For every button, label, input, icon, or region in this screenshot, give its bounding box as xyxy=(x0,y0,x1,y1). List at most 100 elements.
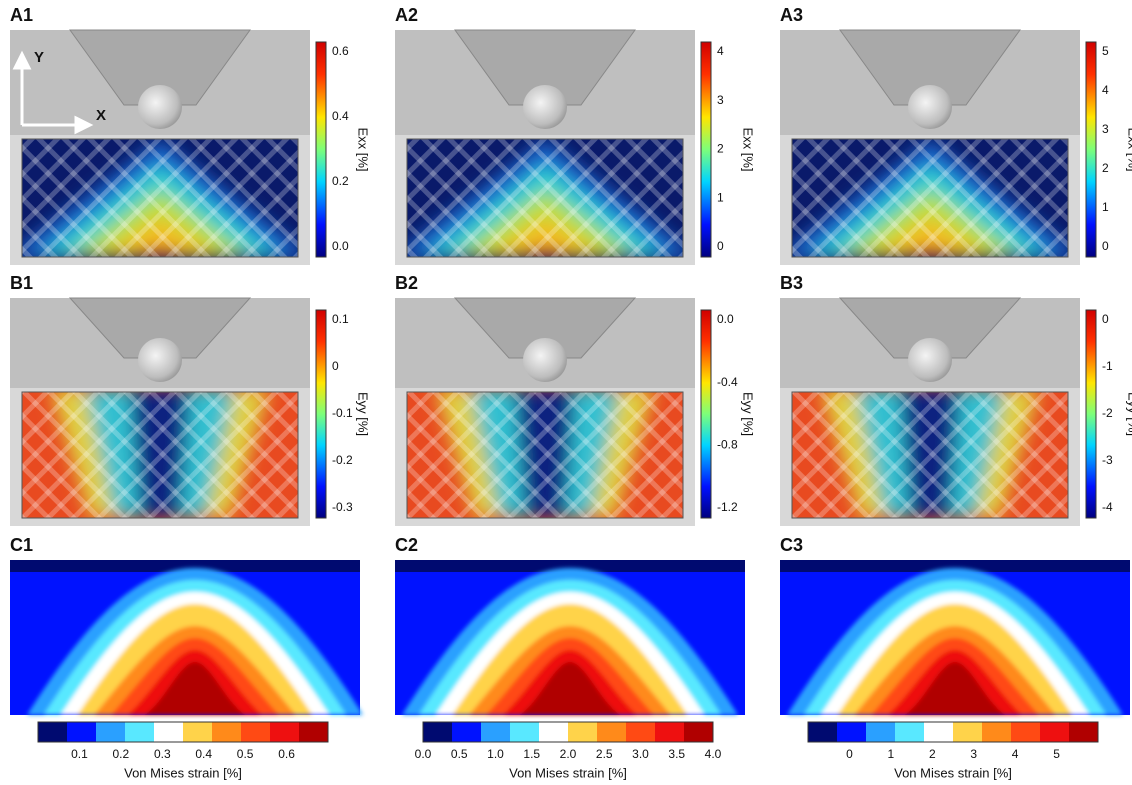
colorbar-title: Exx [%] xyxy=(1126,127,1132,171)
panel: A3 5 4 3 2 1 0 Exx [%] xyxy=(778,5,1132,265)
colorbar-tick: 0.1 xyxy=(332,312,349,326)
roller xyxy=(523,85,567,129)
colorbar-tick: 0.6 xyxy=(332,44,349,58)
panel: C10.10.20.30.40.50.6Von Mises strain [%] xyxy=(10,535,363,781)
colorbar-tick: -4 xyxy=(1102,500,1113,514)
colorbar-tick: -0.4 xyxy=(717,375,738,389)
colorbar-tick: 0.6 xyxy=(278,747,295,761)
colorbar-tick: -0.1 xyxy=(332,406,353,420)
colorbar-title: Von Mises strain [%] xyxy=(509,765,627,780)
colorbar-block xyxy=(924,722,953,742)
colorbar-block xyxy=(241,722,270,742)
specimen xyxy=(778,135,1082,263)
x-axis-label: X xyxy=(96,107,106,124)
colorbar-tick: 0.2 xyxy=(113,747,130,761)
panel: A10.60.40.20.0Exx [%]YX xyxy=(8,5,370,265)
panel-label: A1 xyxy=(10,5,33,25)
colorbar-tick: 0.0 xyxy=(332,239,349,253)
colorbar-title: Eyy [%] xyxy=(1126,392,1132,436)
colorbar-tick: 1.0 xyxy=(487,747,504,761)
colorbar-block xyxy=(67,722,96,742)
colorbar-tick: 0.4 xyxy=(195,747,212,761)
roller xyxy=(908,338,952,382)
roller xyxy=(908,85,952,129)
colorbar-tick: 1 xyxy=(1102,200,1109,214)
colorbar-tick: 0.1 xyxy=(71,747,88,761)
colorbar-block xyxy=(684,722,713,742)
specimen xyxy=(8,135,312,263)
colorbar-tick: -0.3 xyxy=(332,500,353,514)
colorbar-tick: 1.5 xyxy=(523,747,540,761)
colorbar-block xyxy=(38,722,67,742)
lattice xyxy=(407,135,683,263)
y-axis-label: Y xyxy=(34,49,44,66)
colorbar-tick: 4 xyxy=(1102,83,1109,97)
colorbar-tick: -3 xyxy=(1102,453,1113,467)
colorbar-block xyxy=(1040,722,1069,742)
colorbar-tick: 5 xyxy=(1053,747,1060,761)
colorbar-tick: 4 xyxy=(1012,747,1019,761)
colorbar xyxy=(1086,310,1096,518)
colorbar-title: Von Mises strain [%] xyxy=(894,765,1012,780)
colorbar-block xyxy=(866,722,895,742)
colorbar-tick: 0 xyxy=(1102,312,1109,326)
colorbar-tick: 3 xyxy=(1102,122,1109,136)
colorbar-block xyxy=(125,722,154,742)
colorbar-tick: 0 xyxy=(332,359,339,373)
colorbar-tick: 0 xyxy=(1102,239,1109,253)
specimen xyxy=(407,388,683,524)
colorbar-block xyxy=(299,722,328,742)
colorbar-tick: 2 xyxy=(1102,161,1109,175)
colorbar-block xyxy=(270,722,299,742)
colorbar-block xyxy=(568,722,597,742)
specimen xyxy=(393,135,697,263)
colorbar-block xyxy=(481,722,510,742)
colorbar-block xyxy=(655,722,684,742)
figure: A1 0.6 0.4 0.2 0.0 Exx [%] Y X A243210Exx [%] A3 5… xyxy=(0,0,1132,785)
colorbar-tick: -2 xyxy=(1102,406,1113,420)
colorbar-block xyxy=(808,722,837,742)
colorbar-tick: 0.3 xyxy=(154,747,171,761)
roller xyxy=(138,85,182,129)
lattice xyxy=(22,135,298,263)
lattice xyxy=(792,135,1068,263)
colorbar-block xyxy=(510,722,539,742)
panel-label: A3 xyxy=(780,5,803,25)
colorbar xyxy=(701,42,711,257)
panel: A243210Exx [%] xyxy=(393,5,755,265)
colorbar-tick: 5 xyxy=(1102,44,1109,58)
colorbar-tick: 2.0 xyxy=(560,747,577,761)
colorbar-tick: 2 xyxy=(929,747,936,761)
colorbar-block xyxy=(895,722,924,742)
colorbar-tick: 0.5 xyxy=(237,747,254,761)
colorbar-title: Exx [%] xyxy=(356,127,371,171)
panel: C20.00.51.01.52.02.53.03.54.0Von Mises s… xyxy=(395,535,745,781)
colorbar-block xyxy=(1069,722,1098,742)
colorbar-title: Eyy [%] xyxy=(741,392,756,436)
colorbar-block xyxy=(183,722,212,742)
panel: C3012345Von Mises strain [%] xyxy=(780,535,1130,781)
colorbar-tick: 3.0 xyxy=(632,747,649,761)
roller xyxy=(523,338,567,382)
colorbar-block xyxy=(1011,722,1040,742)
lattice xyxy=(407,388,683,524)
panel-label: C2 xyxy=(395,535,418,555)
colorbar xyxy=(1086,42,1096,257)
colorbar-tick: 2 xyxy=(717,142,724,156)
colorbar-block xyxy=(837,722,866,742)
colorbar-block xyxy=(423,722,452,742)
panel-label: B2 xyxy=(395,273,418,293)
lattice xyxy=(22,388,298,524)
colorbar-block xyxy=(953,722,982,742)
colorbar-tick: 3.5 xyxy=(668,747,685,761)
colorbar-block xyxy=(96,722,125,742)
colorbar-block xyxy=(154,722,183,742)
colorbar-tick: 3 xyxy=(970,747,977,761)
colorbar-block xyxy=(452,722,481,742)
lattice xyxy=(792,388,1068,524)
colorbar-tick: 2.5 xyxy=(596,747,613,761)
panel: B10.10-0.1-0.2-0.3Eyy [%] xyxy=(10,273,371,526)
colorbar-tick: -0.8 xyxy=(717,438,738,452)
colorbar xyxy=(316,310,326,518)
